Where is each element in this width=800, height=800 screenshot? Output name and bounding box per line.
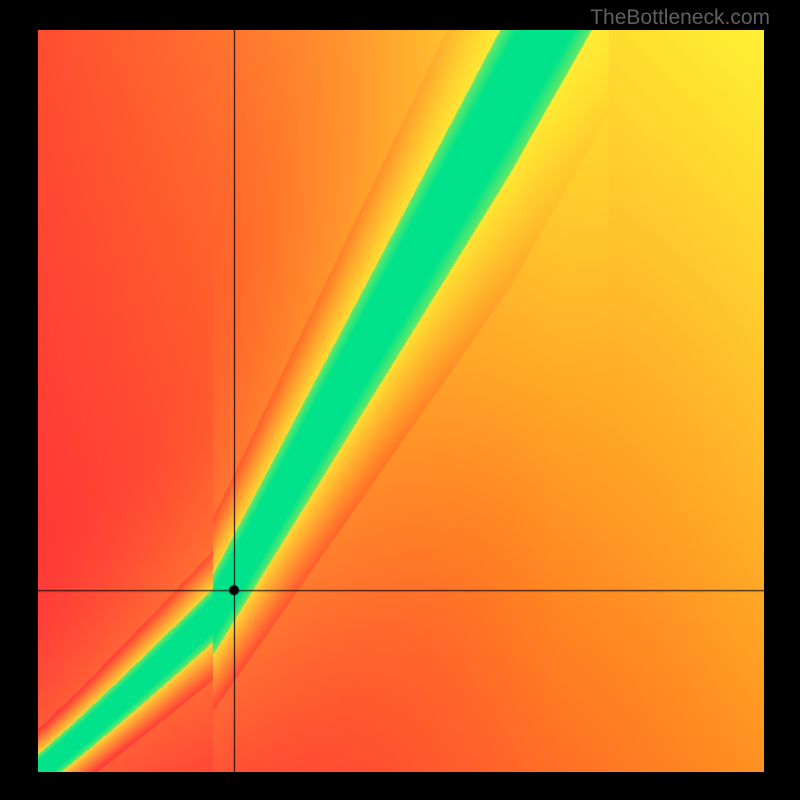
chart-container: TheBottleneck.com	[0, 0, 800, 800]
watermark-text: TheBottleneck.com	[590, 6, 770, 30]
heatmap-canvas	[38, 30, 764, 772]
